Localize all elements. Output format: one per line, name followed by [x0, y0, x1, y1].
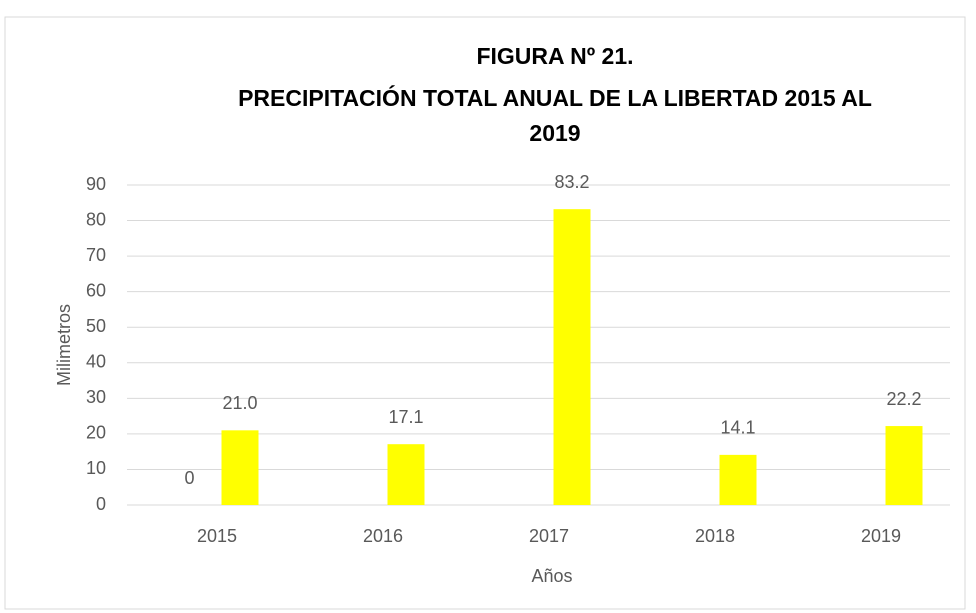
x-tick-label: 2018 [695, 526, 735, 546]
x-tick-label: 2017 [529, 526, 569, 546]
bar [553, 209, 591, 505]
y-tick-label: 0 [96, 494, 106, 514]
x-tick-label: 2016 [363, 526, 403, 546]
chart-title: PRECIPITACIÓN TOTAL ANUAL DE LA LIBERTAD… [238, 84, 872, 111]
x-tick-label: 2015 [197, 526, 237, 546]
data-label: 17.1 [388, 407, 423, 427]
x-axis-title: Años [531, 566, 572, 586]
y-tick-label: 50 [86, 316, 106, 336]
y-tick-label: 80 [86, 209, 106, 229]
data-label: 14.1 [720, 418, 755, 438]
y-axis-title: Milimetros [54, 304, 74, 386]
y-tick-label: 20 [86, 423, 106, 443]
chart-title: 2019 [529, 120, 580, 146]
data-label: 0 [184, 468, 194, 488]
bar [719, 454, 757, 505]
data-label: 22.2 [886, 389, 921, 409]
data-label: 83.2 [554, 172, 589, 192]
chart-border [4, 16, 966, 610]
bar [885, 426, 923, 505]
y-tick-label: 10 [86, 458, 106, 478]
y-tick-label: 70 [86, 245, 106, 265]
y-tick-label: 60 [86, 280, 106, 300]
x-tick-label: 2019 [861, 526, 901, 546]
y-tick-label: 30 [86, 387, 106, 407]
y-tick-label: 40 [86, 352, 106, 372]
bar [221, 430, 259, 505]
y-tick-label: 90 [86, 174, 106, 194]
bar [387, 444, 425, 505]
data-label: 21.0 [222, 393, 257, 413]
chart-title: FIGURA Nº 21. [476, 43, 633, 69]
